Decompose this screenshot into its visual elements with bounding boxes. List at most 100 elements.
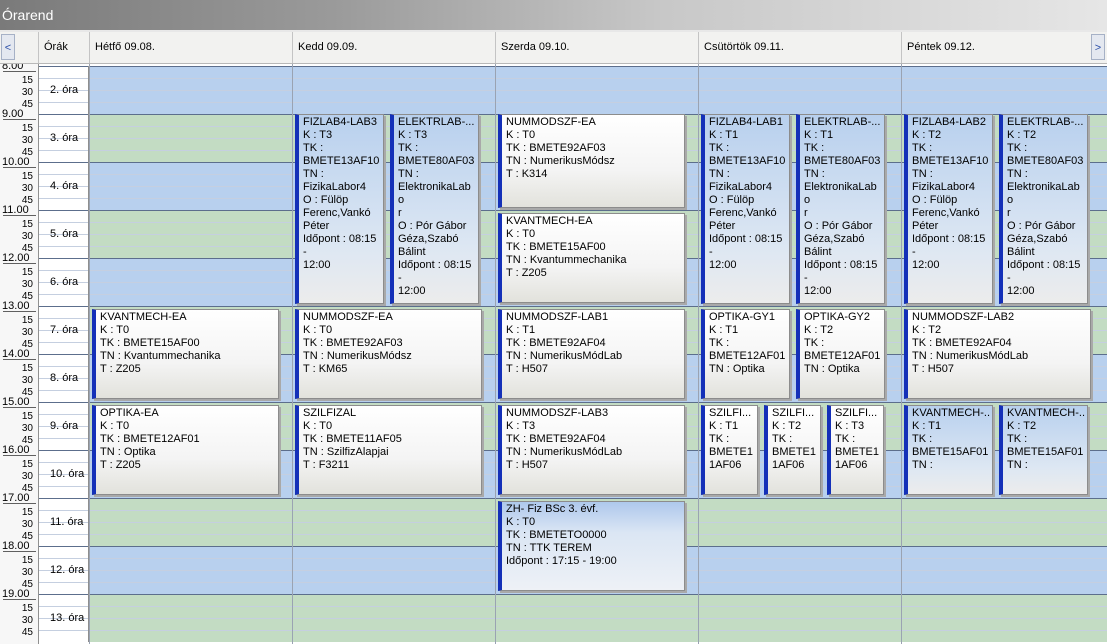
event-detail: 12:00 [1007, 285, 1035, 297]
event-block[interactable]: ELEKTRLAB-... K : T1 TK : BMETE80AF03 TN : El… [796, 114, 885, 304]
event-block[interactable]: SZILFI... K : T3 TK : BMETE1 1AF06 [827, 405, 884, 495]
event-block[interactable]: FIZLAB4-LAB1 K : T1 TK : BMETE13AF10 TN : Fiz… [701, 114, 790, 304]
event-detail: TN : Optika [709, 363, 765, 375]
event-block[interactable]: OPTIKA-GY2 K : T2 TK : BMETE12AF01 TN : Opti… [796, 309, 885, 399]
event-detail: TN : NumerikusMódLab [506, 350, 623, 362]
event-block[interactable]: OPTIKA-EA K : T0 TK : BMETE12AF01 TN : Opti… [92, 405, 279, 495]
event-detail: T : Z205 [100, 363, 141, 375]
event-detail: FizikaLabor4 [912, 181, 975, 193]
orak-column-header: Órák [38, 32, 89, 63]
event-block[interactable]: NUMMODSZF-EA K : T0 TK : BMETE92AF03 TN : N… [295, 309, 482, 399]
day-header-1[interactable]: Kedd 09.09. [292, 32, 495, 63]
event-detail: 12:00 [398, 285, 426, 297]
minute-label: 45 [21, 243, 33, 254]
quarter-gridline [38, 102, 1107, 103]
event-detail: T : H507 [506, 459, 548, 471]
minute-label: 45 [21, 579, 33, 590]
event-detail: T : H507 [506, 363, 548, 375]
chevron-left-icon: < [4, 42, 12, 54]
event-detail: TK : [835, 433, 856, 445]
hour-divider [3, 311, 36, 312]
day-separator [89, 64, 90, 644]
next-week-button[interactable]: > [1091, 34, 1105, 60]
quarter-gridline [38, 78, 1107, 79]
event-detail: K : T0 [100, 324, 130, 336]
prev-week-button[interactable]: < [1, 34, 15, 60]
minute-label: 15 [21, 507, 33, 518]
period-label: 5. óra [38, 210, 89, 258]
day-header-0[interactable]: Hétfő 09.08. [89, 32, 292, 63]
event-detail: Ferenc,Vankó [303, 207, 371, 219]
event-detail: Időpont : 08:15 - [1007, 259, 1084, 284]
event-block[interactable]: KVANTMECH-... K : T2 TK : BMETE15AF01 TN : [999, 405, 1088, 495]
event-detail: Géza,Szabó [398, 233, 459, 245]
hour-divider [3, 119, 36, 120]
event-block[interactable]: ZH- Fiz BSc 3. évf. K : T0 TK : BMETETO000… [498, 501, 685, 591]
event-block[interactable]: KVANTMECH-EA K : T0 TK : BMETE15AF00 TN : K… [498, 213, 685, 303]
day-header: < Órák Hétfő 09.08. Kedd 09.09. Szerda 09.… [0, 32, 1107, 64]
event-title: SZILFIZAL [303, 407, 357, 419]
day-header-2[interactable]: Szerda 09.10. [495, 32, 698, 63]
hour-label: 10.00 [2, 156, 30, 168]
event-detail: TK : [804, 142, 825, 154]
hour-label: 17.00 [2, 492, 30, 504]
day-header-3[interactable]: Csütörtök 09.11. [698, 32, 901, 63]
event-detail: K : T1 [506, 324, 536, 336]
event-detail: Időpont : 08:15 - [303, 233, 380, 258]
event-block[interactable]: NUMMODSZF-LAB3 K : T3 TK : BMETE92AF04 TN :… [498, 405, 685, 495]
event-detail: K : T2 [1007, 420, 1037, 432]
event-title: FIZLAB4-LAB2 [912, 116, 986, 128]
event-title: KVANTMECH-EA [100, 311, 187, 323]
event-detail: TN : [1007, 168, 1028, 180]
event-detail: TN : [398, 168, 419, 180]
event-block[interactable]: SZILFI... K : T2 TK : BMETE1 1AF06 [764, 405, 821, 495]
event-block[interactable]: FIZLAB4-LAB3 K : T3 TK : BMETE13AF10 TN : Fiz… [295, 114, 384, 304]
hour-label: 18.00 [2, 540, 30, 552]
event-detail: BMETE1 [772, 446, 817, 458]
event-title: ELEKTRLAB-... [804, 116, 881, 128]
hour-label: 13.00 [2, 300, 30, 312]
event-detail: TN : NumerikusMódLab [912, 350, 1029, 362]
event-detail: TK : BMETE92AF04 [506, 433, 606, 445]
day-header-4[interactable]: Péntek 09.12. [901, 32, 1091, 63]
event-detail: K : T0 [506, 516, 536, 528]
event-detail: K : T1 [912, 420, 942, 432]
event-block[interactable]: ELEKTRLAB-... K : T2 TK : BMETE80AF03 TN : El… [999, 114, 1088, 304]
event-title: NUMMODSZF-LAB1 [506, 311, 609, 323]
event-block[interactable]: NUMMODSZF-EA K : T0 TK : BMETE92AF03 TN : N… [498, 114, 685, 208]
event-detail: T : H507 [912, 363, 954, 375]
event-detail: r [398, 207, 402, 219]
event-block[interactable]: FIZLAB4-LAB2 K : T2 TK : BMETE13AF10 TN : Fiz… [904, 114, 993, 304]
event-detail: TN : Optika [100, 446, 156, 458]
event-block[interactable]: NUMMODSZF-LAB2 K : T2 TK : BMETE92AF04 TN :… [904, 309, 1091, 399]
event-detail: TN : [709, 168, 730, 180]
hour-divider [3, 407, 36, 408]
minute-label: 30 [21, 135, 33, 146]
hour-divider [3, 599, 36, 600]
event-block[interactable]: SZILFIZAL K : T0 TK : BMETE11AF05 TN : Szil… [295, 405, 482, 495]
minute-label: 15 [21, 315, 33, 326]
hour-gridline [38, 498, 1107, 499]
event-block[interactable]: KVANTMECH-... K : T1 TK : BMETE15AF01 TN : [904, 405, 993, 495]
event-detail: K : T2 [912, 324, 942, 336]
minute-label: 45 [21, 435, 33, 446]
event-detail: BMETE1 [709, 446, 754, 458]
event-detail: BMETE80AF03 [1007, 155, 1084, 167]
event-block[interactable]: KVANTMECH-EA K : T0 TK : BMETE15AF00 TN : K… [92, 309, 279, 399]
event-detail: BMETE12AF01 [804, 350, 881, 362]
event-block[interactable]: OPTIKA-GY1 K : T1 TK : BMETE12AF01 TN : Opti… [701, 309, 790, 399]
minute-label: 45 [21, 531, 33, 542]
event-detail: TK : [772, 433, 793, 445]
event-detail: TK : [709, 433, 730, 445]
event-title: ZH- Fiz BSc 3. évf. [506, 503, 599, 515]
event-block[interactable]: ELEKTRLAB-... K : T3 TK : BMETE80AF03 TN : El… [390, 114, 479, 304]
event-block[interactable]: SZILFI... K : T1 TK : BMETE1 1AF06 [701, 405, 758, 495]
event-detail: TN : Kvantummechanika [100, 350, 221, 362]
hour-divider [3, 503, 36, 504]
event-detail: Péter [912, 220, 939, 232]
event-detail: Ferenc,Vankó [709, 207, 777, 219]
event-block[interactable]: NUMMODSZF-LAB1 K : T1 TK : BMETE92AF04 TN :… [498, 309, 685, 399]
event-detail: TN : [912, 168, 933, 180]
event-detail: Bálint [398, 246, 426, 258]
event-detail: 1AF06 [835, 459, 868, 471]
